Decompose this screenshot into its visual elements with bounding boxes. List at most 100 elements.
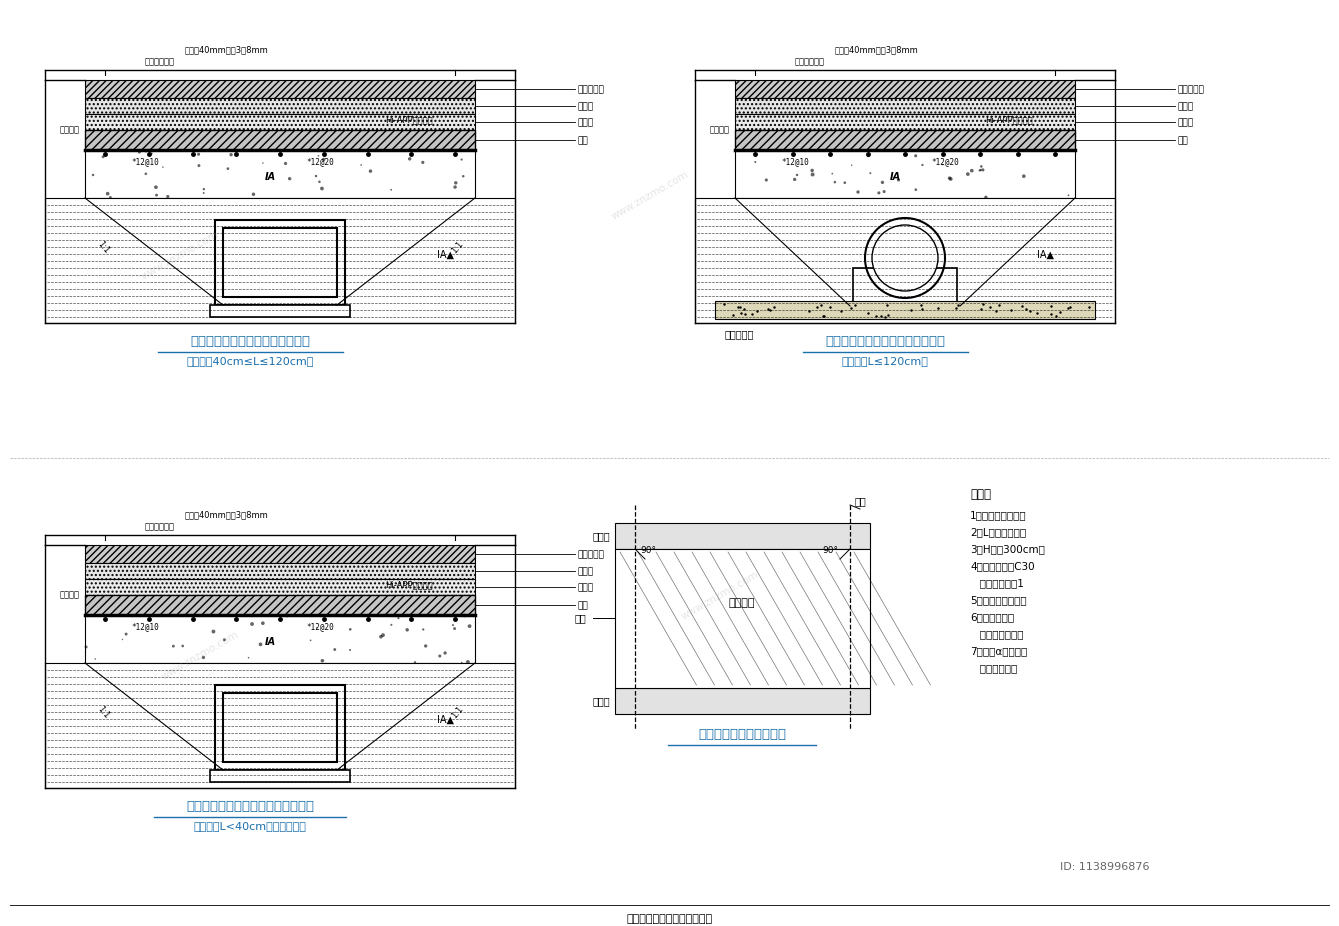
Point [888,172,909,187]
Text: *12@20: *12@20 [307,622,333,631]
Text: 纵缝: 纵缝 [574,613,586,623]
Bar [615,688,870,714]
Text: www.znzmo.com: www.znzmo.com [159,630,241,682]
Point [250,637,272,652]
Point [1014,169,1035,183]
Point [274,156,296,171]
Bar [853,268,957,306]
Point [309,174,331,189]
Point [932,157,953,172]
Point [252,156,273,170]
Point [848,184,869,199]
Point [939,170,960,185]
Point [82,168,103,182]
Text: 路基: 路基 [578,602,589,610]
Text: （适用于40cm≤L≤120cm）: （适用于40cm≤L≤120cm） [186,356,313,366]
Bar [210,305,349,317]
Point [324,642,345,657]
Bar [224,693,337,762]
Point [860,166,881,181]
Text: 下基层: 下基层 [578,119,595,128]
Point [957,167,979,181]
Point [214,632,236,647]
Point [135,144,157,159]
Point [339,643,360,657]
Point [242,187,264,202]
Point [457,655,478,669]
Point [912,157,933,172]
Point [129,144,150,159]
Point [415,639,437,654]
Bar [84,130,475,150]
Point [217,161,238,176]
Text: 1:1: 1:1 [450,239,465,255]
Point [783,172,805,187]
Point [84,652,106,667]
Text: www.znzmo.com: www.znzmo.com [609,169,691,222]
Point [905,148,927,163]
Point [445,175,466,190]
Bar [84,595,475,615]
Point [971,159,992,174]
Bar [84,80,475,98]
Text: （适用于L<40cm或嵌入路基）: （适用于L<40cm或嵌入路基） [194,821,307,831]
Point [905,182,927,197]
Text: 用填缝料填塞: 用填缝料填塞 [145,522,175,531]
Text: 说明：: 说明： [969,488,991,501]
Text: 切缝深40mm、宽3～8mm: 切缝深40mm、宽3～8mm [185,45,269,54]
Text: IA▲: IA▲ [1036,250,1054,260]
Text: *12@10: *12@10 [131,622,159,631]
Point [221,147,242,162]
Point [193,650,214,665]
Text: 钢筋砼板: 钢筋砼板 [60,125,80,134]
Point [380,618,402,632]
Point [972,162,994,177]
Point [822,167,844,181]
Point [311,181,332,196]
Text: 7、图中α为道路中: 7、图中α为道路中 [969,646,1027,656]
Text: 1:1: 1:1 [95,239,111,255]
Point [442,618,463,632]
Circle shape [872,225,939,291]
Point [360,164,382,179]
Text: 1:1: 1:1 [450,704,465,720]
Bar [84,545,475,563]
Point [75,640,96,655]
Text: Hi-APP道路卷材: Hi-APP道路卷材 [986,115,1032,124]
Bar [224,228,337,297]
Point [241,617,262,632]
Bar [84,98,475,114]
Point [404,655,426,669]
Point [372,628,394,643]
Text: 地下管网构筑物在下基层内（图二）: 地下管网构筑物在下基层内（图二） [186,800,315,813]
Point [162,639,183,654]
Text: 钢筋砼板: 钢筋砼板 [728,598,755,608]
Point [193,185,214,200]
Point [434,645,455,660]
Point [857,148,878,163]
Text: 6、沥青面层距: 6、沥青面层距 [969,612,1014,622]
Bar [695,198,1115,323]
Point [305,169,327,183]
Point [428,648,450,663]
Point [451,152,473,167]
Text: 沥青砼面层: 沥青砼面层 [578,85,605,94]
Point [300,633,321,648]
Point [276,608,297,623]
Point [454,608,475,623]
Point [969,163,991,178]
Text: 下基层: 下基层 [1178,119,1194,128]
Text: 1:1: 1:1 [95,704,111,720]
Text: IA: IA [264,637,276,647]
Text: 沥青砼面层: 沥青砼面层 [1178,85,1205,94]
Point [380,182,402,197]
Point [370,630,391,644]
Point [351,157,372,172]
Text: IA: IA [264,172,276,182]
Text: 路基: 路基 [578,136,589,145]
Text: 上基层: 上基层 [578,103,595,111]
Text: 地下管网构筑物平面布置: 地下管网构筑物平面布置 [698,728,786,741]
Text: 砂砾石垫层: 砂砾石垫层 [724,329,754,339]
Text: 地下管网构筑物在路基内（图三）: 地下管网构筑物在路基内（图三） [825,335,945,348]
Bar [84,563,475,579]
